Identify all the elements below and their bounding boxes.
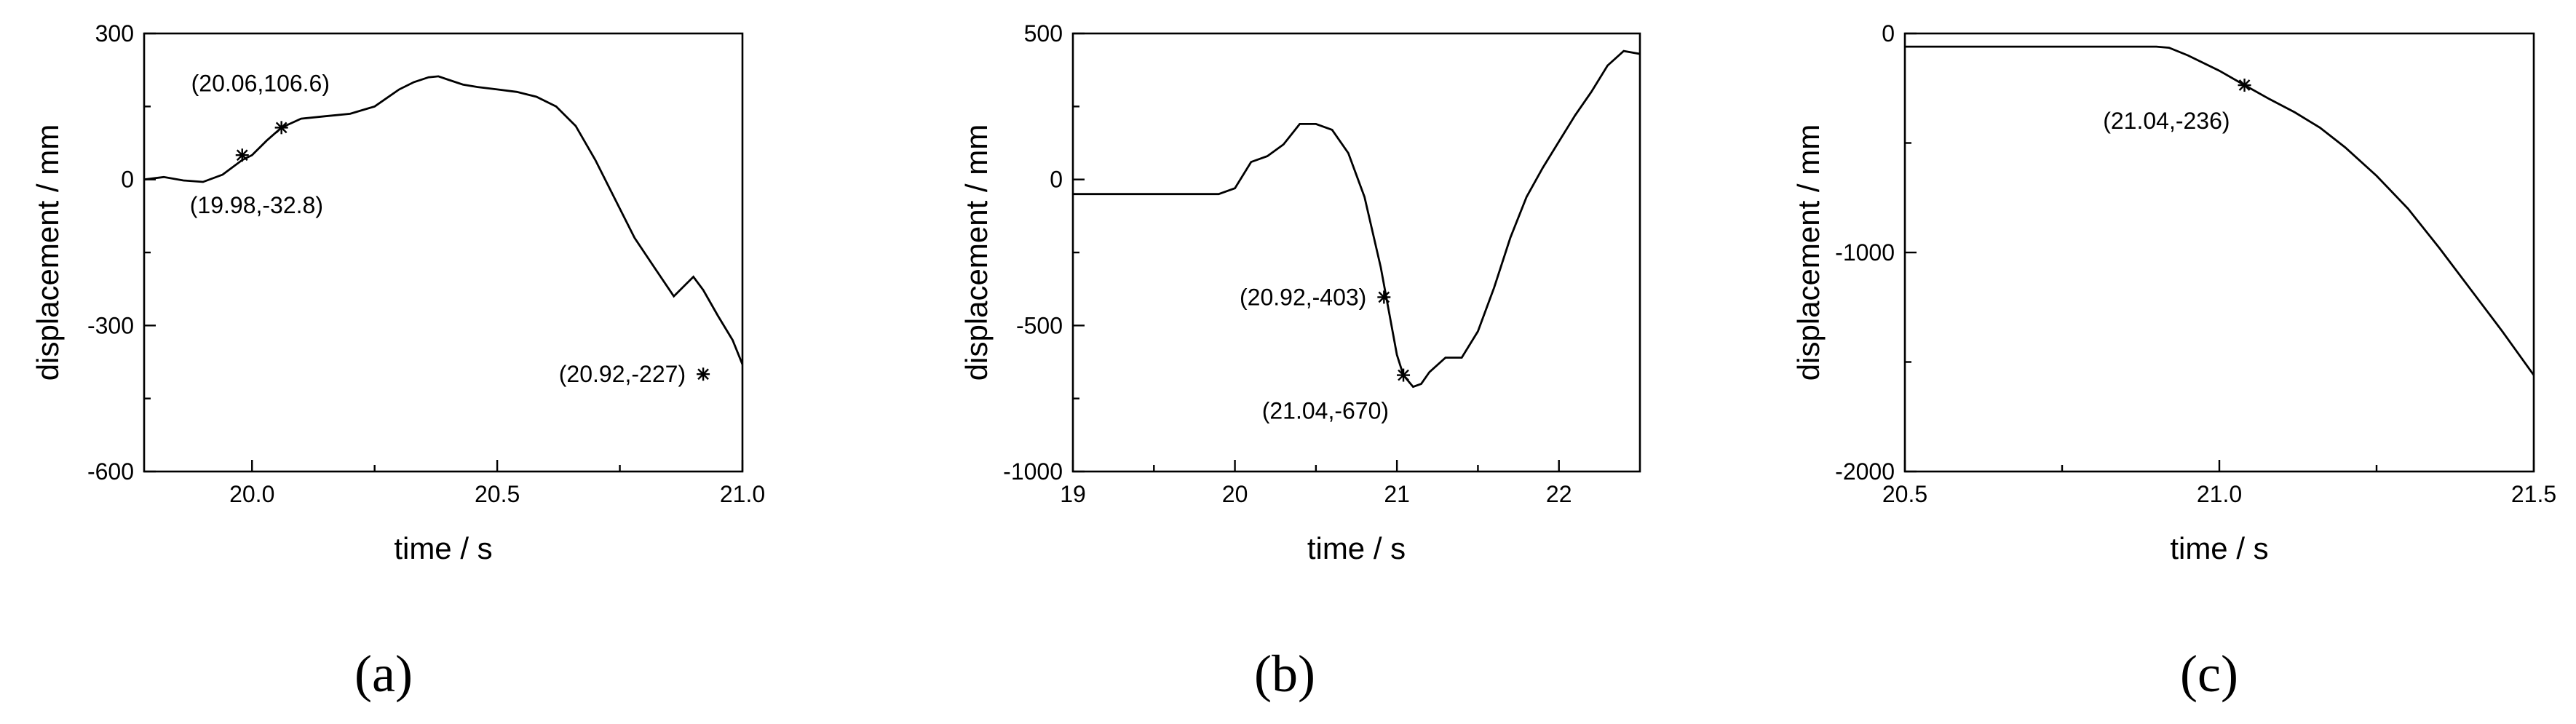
series-line [1905,45,2534,376]
x-axis-title: time / s [2170,531,2268,565]
y-tick-label: 0 [1882,20,1895,47]
chart-panel-1: 20.0 20.5 21.0 300 0 -300 -600 time / s displace… [31,20,765,703]
data-annotation: (21.04,-236) [2103,108,2230,134]
x-tick-label: 21 [1384,481,1410,507]
x-tick-label: 20.5 [475,481,520,507]
chart-panel-2: 19 20 21 22 500 0 -500 -1000 time / s displacemen… [959,20,1641,703]
data-marker [2238,79,2251,92]
plot-frame [1903,32,2535,473]
y-tick-label: -1000 [1003,458,1063,485]
y-axis-title: displacement / mm [959,124,994,381]
data-annotation: (20.06,106.6) [191,70,330,96]
data-annotation: (19.98,-32.8) [190,192,323,218]
y-tick-label: 0 [1050,167,1063,193]
panel-label: (a) [354,645,413,703]
y-tick-label: 500 [1024,20,1063,47]
series-line [1073,49,1640,389]
plot-frame [143,32,744,473]
chart-panel-3: 20.5 21.0 21.5 0 -1000 -2000 time / s displacem… [1791,20,2556,703]
data-marker [235,148,249,162]
data-marker [1377,290,1391,304]
y-tick-label: -1000 [1835,239,1895,266]
y-tick-label: -2000 [1835,458,1895,485]
panel-label: (b) [1254,645,1315,703]
x-tick-label: 21.5 [2511,481,2556,507]
data-annotation: (20.92,-227) [559,361,686,387]
x-tick-label: 20 [1222,481,1248,507]
y-tick-label: 300 [95,20,134,47]
x-tick-label: 20.5 [1882,481,1927,507]
x-tick-label: 21.0 [2197,481,2242,507]
y-tick-label: -300 [87,312,134,338]
x-tick-label: 20.0 [229,481,274,507]
x-tick-label: 19 [1060,481,1086,507]
x-axis-title: time / s [394,531,492,565]
data-marker [1397,368,1411,382]
y-tick-label: -500 [1016,312,1063,338]
y-tick-label: 0 [121,167,134,193]
series-line [144,75,742,365]
panel-label: (c) [2180,645,2238,703]
data-annotation: (21.04,-670) [1262,398,1389,424]
y-axis-title: displacement / mm [31,124,65,381]
data-marker [697,367,710,381]
data-annotation: (20.92,-403) [1240,284,1366,310]
data-marker [274,121,288,135]
y-axis-title: displacement / mm [1791,124,1826,381]
x-tick-label: 21.0 [720,481,765,507]
x-axis-title: time / s [1307,531,1406,565]
y-tick-label: -600 [87,458,134,485]
x-tick-label: 22 [1546,481,1572,507]
